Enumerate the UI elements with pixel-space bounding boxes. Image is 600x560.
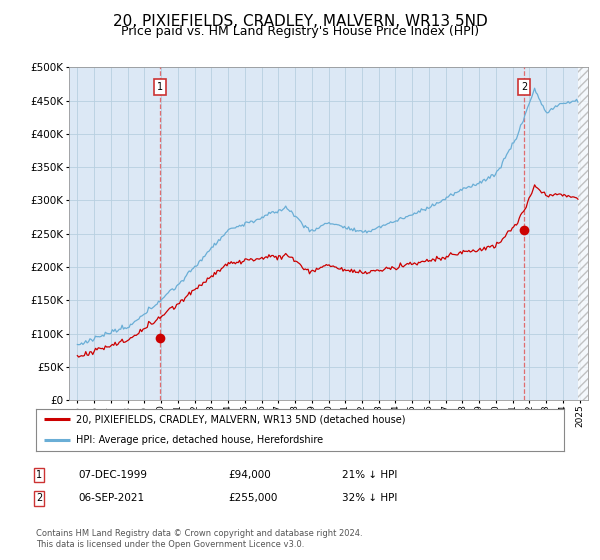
- Text: 2: 2: [521, 82, 527, 92]
- Text: 1: 1: [36, 470, 42, 480]
- Text: HPI: Average price, detached house, Herefordshire: HPI: Average price, detached house, Here…: [76, 435, 323, 445]
- Text: 21% ↓ HPI: 21% ↓ HPI: [342, 470, 397, 480]
- Text: Price paid vs. HM Land Registry's House Price Index (HPI): Price paid vs. HM Land Registry's House …: [121, 25, 479, 38]
- Text: Contains HM Land Registry data © Crown copyright and database right 2024.
This d: Contains HM Land Registry data © Crown c…: [36, 529, 362, 549]
- Text: £255,000: £255,000: [228, 493, 277, 503]
- Text: 1: 1: [157, 82, 163, 92]
- Text: 32% ↓ HPI: 32% ↓ HPI: [342, 493, 397, 503]
- Text: 06-SEP-2021: 06-SEP-2021: [78, 493, 144, 503]
- Text: £94,000: £94,000: [228, 470, 271, 480]
- Text: 20, PIXIEFIELDS, CRADLEY, MALVERN, WR13 5ND (detached house): 20, PIXIEFIELDS, CRADLEY, MALVERN, WR13 …: [76, 414, 405, 424]
- Polygon shape: [578, 67, 588, 400]
- Text: 07-DEC-1999: 07-DEC-1999: [78, 470, 147, 480]
- Text: 20, PIXIEFIELDS, CRADLEY, MALVERN, WR13 5ND: 20, PIXIEFIELDS, CRADLEY, MALVERN, WR13 …: [113, 14, 487, 29]
- Text: 2: 2: [36, 493, 42, 503]
